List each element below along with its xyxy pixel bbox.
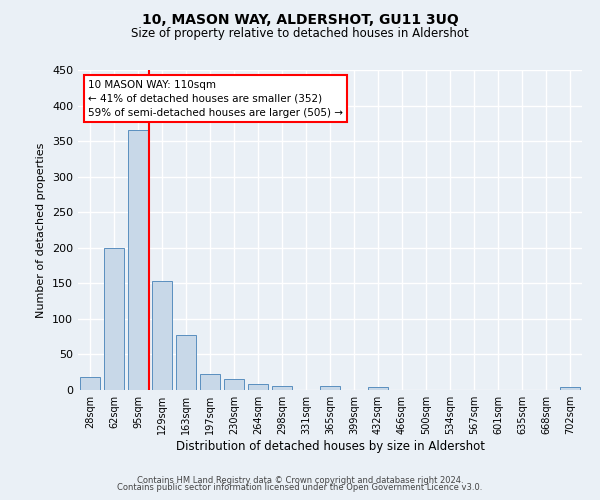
Bar [368,387,388,390]
Bar [248,384,268,390]
Bar [128,130,148,390]
Bar [104,248,124,390]
Bar [176,334,196,390]
Bar [200,374,220,390]
Text: Size of property relative to detached houses in Aldershot: Size of property relative to detached ho… [131,28,469,40]
Text: Contains public sector information licensed under the Open Government Licence v3: Contains public sector information licen… [118,484,482,492]
Bar [272,386,292,390]
Text: Contains HM Land Registry data © Crown copyright and database right 2024.: Contains HM Land Registry data © Crown c… [137,476,463,485]
Bar [560,387,580,390]
Text: 10 MASON WAY: 110sqm
← 41% of detached houses are smaller (352)
59% of semi-deta: 10 MASON WAY: 110sqm ← 41% of detached h… [88,80,343,118]
Y-axis label: Number of detached properties: Number of detached properties [37,142,46,318]
X-axis label: Distribution of detached houses by size in Aldershot: Distribution of detached houses by size … [176,440,485,453]
Bar [320,386,340,390]
Bar [224,380,244,390]
Bar [80,377,100,390]
Bar [152,281,172,390]
Text: 10, MASON WAY, ALDERSHOT, GU11 3UQ: 10, MASON WAY, ALDERSHOT, GU11 3UQ [142,12,458,26]
